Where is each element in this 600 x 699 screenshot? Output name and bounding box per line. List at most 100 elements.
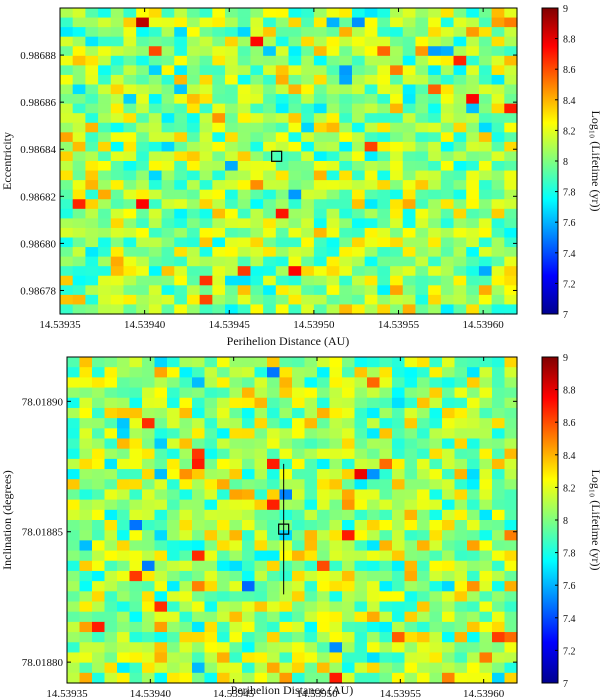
y-axis-label: Inclination (degrees) xyxy=(0,470,14,570)
heatmap-cell xyxy=(492,438,506,450)
heatmap-cell xyxy=(429,632,443,643)
heatmap-cell xyxy=(377,36,391,47)
heatmap-cell xyxy=(504,170,518,181)
heatmap-cell xyxy=(229,489,243,501)
heatmap-cell xyxy=(478,199,493,210)
heatmap-cell xyxy=(292,397,306,409)
heatmap-cell xyxy=(204,662,218,674)
heatmap-cell xyxy=(377,8,391,19)
heatmap-cell xyxy=(390,266,404,277)
heatmap-cell xyxy=(129,387,143,399)
heatmap-cell xyxy=(326,46,340,57)
heatmap-cell xyxy=(229,581,243,592)
heatmap-cell xyxy=(179,458,193,470)
heatmap-cell xyxy=(242,530,256,541)
heatmap-cell xyxy=(392,621,406,633)
heatmap-cell xyxy=(339,55,353,66)
heatmap-cell xyxy=(254,357,268,368)
heatmap-cell xyxy=(154,550,168,562)
heatmap-cell xyxy=(72,151,86,162)
heatmap-cell xyxy=(263,256,277,267)
x-tick-label: 14.53950 xyxy=(296,688,338,699)
heatmap-cell xyxy=(491,227,505,239)
heatmap-cell xyxy=(304,550,318,562)
heatmap-cell xyxy=(104,540,118,552)
heatmap-cell xyxy=(72,74,86,86)
heatmap-cell xyxy=(136,27,150,38)
heatmap-cell xyxy=(279,479,293,491)
heatmap-cell xyxy=(263,84,277,95)
heatmap-cell xyxy=(304,642,318,654)
heatmap-cell xyxy=(167,642,181,654)
heatmap-cell xyxy=(179,621,193,633)
heatmap-cell xyxy=(491,27,505,38)
heatmap-cell xyxy=(442,499,456,511)
heatmap-cell xyxy=(442,407,456,419)
heatmap-cell xyxy=(342,540,356,552)
heatmap-cell xyxy=(85,237,99,248)
heatmap-cell xyxy=(267,357,281,368)
heatmap-cell xyxy=(199,8,213,19)
heatmap-cell xyxy=(351,256,366,267)
heatmap-cell xyxy=(329,540,343,552)
heatmap-cell xyxy=(98,218,112,229)
heatmap-cell xyxy=(292,652,306,664)
heatmap-cell xyxy=(428,36,442,47)
heatmap-cell xyxy=(479,601,493,613)
heatmap-cell xyxy=(504,8,518,19)
heatmap-cell xyxy=(504,438,518,450)
heatmap-cell xyxy=(454,367,468,378)
heatmap-cell xyxy=(237,304,252,315)
heatmap-cell xyxy=(454,550,468,562)
heatmap-cell xyxy=(351,294,366,306)
heatmap-cell xyxy=(212,237,226,248)
heatmap-cell xyxy=(67,581,81,592)
heatmap-cell xyxy=(454,662,468,674)
heatmap-cell xyxy=(79,418,93,429)
heatmap-cell xyxy=(117,632,131,643)
heatmap-cell xyxy=(415,266,429,277)
heatmap-cell xyxy=(466,8,480,19)
heatmap-cell xyxy=(254,407,268,419)
heatmap-cell xyxy=(72,227,86,239)
heatmap-cell xyxy=(404,509,418,521)
heatmap-cell xyxy=(404,418,418,429)
heatmap-cell xyxy=(367,438,381,450)
heatmap-cell xyxy=(342,581,356,592)
heatmap-cell xyxy=(98,189,112,200)
heatmap-cell xyxy=(379,581,393,592)
heatmap-cell xyxy=(72,266,86,277)
heatmap-cell xyxy=(504,227,518,239)
heatmap-cell xyxy=(454,520,468,531)
heatmap-cell xyxy=(154,469,168,480)
heatmap-cell xyxy=(275,304,290,315)
heatmap-cell xyxy=(390,199,404,210)
heatmap-cell xyxy=(364,170,378,181)
heatmap-cell xyxy=(136,36,150,47)
heatmap-cell xyxy=(212,94,226,105)
heatmap-cell xyxy=(123,84,137,95)
heatmap-cell xyxy=(402,103,417,114)
heatmap-cell xyxy=(429,591,443,603)
heatmap-cell xyxy=(402,218,417,229)
heatmap-cell xyxy=(492,357,506,368)
heatmap-cell xyxy=(404,458,418,470)
heatmap-cell xyxy=(292,509,306,521)
heatmap-cell xyxy=(129,601,143,613)
heatmap-cell xyxy=(428,84,442,95)
heatmap-cell xyxy=(229,632,243,643)
heatmap-cell xyxy=(354,407,368,419)
heatmap-cell xyxy=(104,438,118,450)
heatmap-cell xyxy=(79,428,93,440)
heatmap-cell xyxy=(304,662,318,674)
heatmap-cell xyxy=(60,103,74,114)
heatmap-cell xyxy=(478,189,493,200)
heatmap-cell xyxy=(304,377,318,389)
heatmap-cell xyxy=(136,304,150,315)
heatmap-cell xyxy=(392,377,406,389)
heatmap-cell xyxy=(454,448,468,460)
heatmap-cell xyxy=(204,652,218,664)
heatmap-cell xyxy=(429,642,443,654)
y-axis-label: Eccentricity xyxy=(0,132,14,190)
heatmap-cell xyxy=(229,509,243,521)
